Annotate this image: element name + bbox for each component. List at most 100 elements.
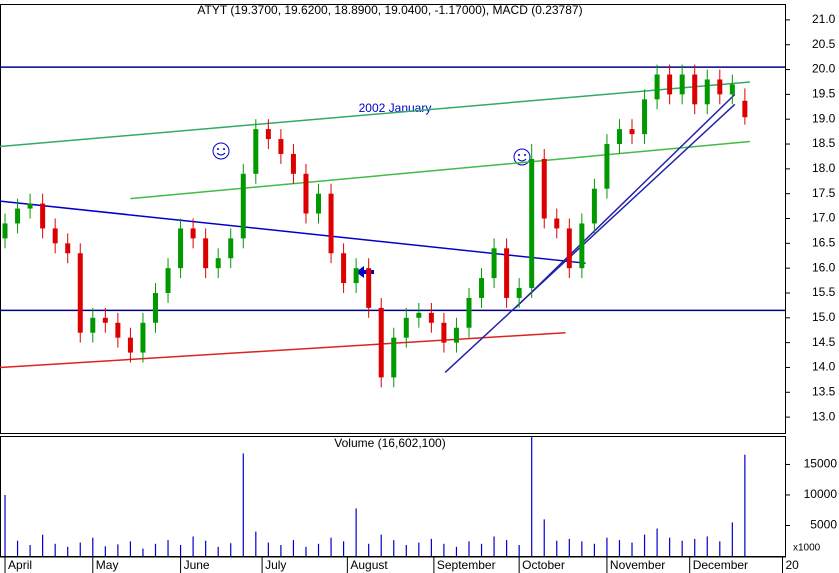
volume-bar bbox=[518, 545, 520, 556]
trend-line bbox=[514, 93, 736, 309]
volume-bar bbox=[205, 540, 207, 556]
candle-body bbox=[203, 238, 209, 269]
volume-bar bbox=[744, 454, 746, 556]
candle-body bbox=[366, 268, 372, 308]
volume-bar bbox=[719, 541, 721, 556]
smiley bbox=[513, 148, 531, 166]
candle-body bbox=[77, 253, 83, 333]
candle-body bbox=[704, 79, 710, 105]
volume-bar bbox=[506, 540, 508, 556]
volume-title: Volume (16,602,100) bbox=[334, 436, 445, 450]
volume-bar bbox=[92, 537, 94, 556]
volume-bar bbox=[380, 534, 382, 556]
volume-bar bbox=[267, 542, 269, 556]
volume-unit: x1000 bbox=[793, 543, 821, 554]
volume-bar bbox=[67, 546, 69, 556]
volume-bar bbox=[568, 538, 570, 556]
x-tick-label: August bbox=[350, 558, 388, 572]
volume-bar bbox=[192, 536, 194, 556]
candle-body bbox=[667, 74, 673, 95]
candle-body bbox=[529, 158, 535, 289]
y-tick-label: 10000 bbox=[804, 487, 838, 501]
volume-bar bbox=[593, 543, 595, 556]
candle-body bbox=[140, 322, 146, 353]
volume-bar bbox=[618, 540, 621, 556]
volume-bar bbox=[581, 541, 583, 556]
candle-body bbox=[165, 268, 171, 293]
volume-bar bbox=[543, 519, 545, 556]
volume-bar bbox=[16, 540, 19, 556]
candle-body bbox=[52, 228, 58, 244]
candle-body bbox=[341, 253, 347, 284]
smiley bbox=[212, 142, 230, 160]
volume-bar bbox=[42, 534, 44, 556]
volume-bar bbox=[694, 538, 696, 556]
volume-bar bbox=[280, 545, 282, 556]
chart-title: ATYT (19.3700, 19.6200, 18.8900, 19.0400… bbox=[197, 3, 582, 17]
y-tick-label: 19.5 bbox=[812, 87, 836, 101]
volume-bar bbox=[179, 545, 182, 556]
y-tick-label: 15.0 bbox=[812, 310, 836, 324]
volume-bar bbox=[669, 537, 671, 556]
volume-bar bbox=[54, 543, 56, 556]
y-tick-label: 16.0 bbox=[812, 260, 836, 274]
candle-body bbox=[729, 84, 735, 95]
y-tick-label: 18.0 bbox=[812, 161, 836, 175]
volume-bar bbox=[230, 543, 232, 556]
volume-bar bbox=[480, 543, 483, 556]
candle-body bbox=[265, 129, 271, 140]
volume-bar bbox=[443, 543, 445, 556]
candle-body bbox=[2, 223, 8, 239]
volume-bar bbox=[317, 543, 320, 556]
y-tick-label: 19.0 bbox=[812, 111, 836, 125]
candle-body bbox=[15, 208, 21, 224]
trend-line bbox=[444, 103, 736, 373]
volume-bar bbox=[368, 543, 370, 556]
candle-body bbox=[90, 317, 96, 333]
y-tick-label: 15000 bbox=[804, 457, 838, 471]
x-tick-label: May bbox=[96, 558, 119, 572]
candle-body bbox=[253, 129, 259, 174]
volume-bar bbox=[142, 548, 144, 556]
volume-bar bbox=[643, 534, 646, 556]
volume-bar bbox=[418, 542, 420, 556]
candle-body bbox=[102, 317, 108, 323]
y-tick-label: 18.5 bbox=[812, 136, 836, 150]
y-tick-label: 13.0 bbox=[812, 409, 836, 423]
candle-body bbox=[453, 327, 459, 343]
x-tick-label: October bbox=[522, 558, 565, 572]
volume-bar bbox=[79, 542, 81, 556]
x-tick-label: July bbox=[265, 558, 286, 572]
trend-line bbox=[130, 140, 750, 200]
volume-bar bbox=[468, 541, 470, 556]
volume-bar bbox=[681, 540, 683, 556]
candle-body bbox=[692, 74, 698, 105]
volume-bar bbox=[129, 541, 132, 556]
candle-body bbox=[717, 79, 723, 95]
volume-bar bbox=[606, 537, 608, 556]
volume-bar bbox=[430, 538, 432, 556]
x-tick-label: September bbox=[437, 558, 496, 572]
candle-body bbox=[152, 292, 158, 323]
volume-bar bbox=[330, 537, 332, 556]
volume-bar bbox=[393, 540, 395, 556]
candle-body bbox=[278, 139, 284, 154]
x-tick-label: November bbox=[610, 558, 665, 572]
candle-body bbox=[190, 228, 196, 239]
candle-body bbox=[479, 278, 485, 298]
candle-body bbox=[742, 100, 748, 118]
y-tick-label: 17.0 bbox=[812, 211, 836, 225]
volume-bar bbox=[4, 494, 6, 556]
x-tick-label: April bbox=[8, 558, 32, 572]
candle-body bbox=[403, 317, 409, 338]
volume-bar bbox=[631, 542, 633, 556]
volume-bar bbox=[104, 546, 106, 556]
candle-body bbox=[115, 322, 121, 338]
candle-body bbox=[40, 203, 46, 229]
candle-body bbox=[215, 258, 221, 269]
y-tick-label: 14.5 bbox=[812, 335, 836, 349]
candle-body bbox=[378, 307, 384, 378]
volume-bar bbox=[405, 545, 407, 556]
